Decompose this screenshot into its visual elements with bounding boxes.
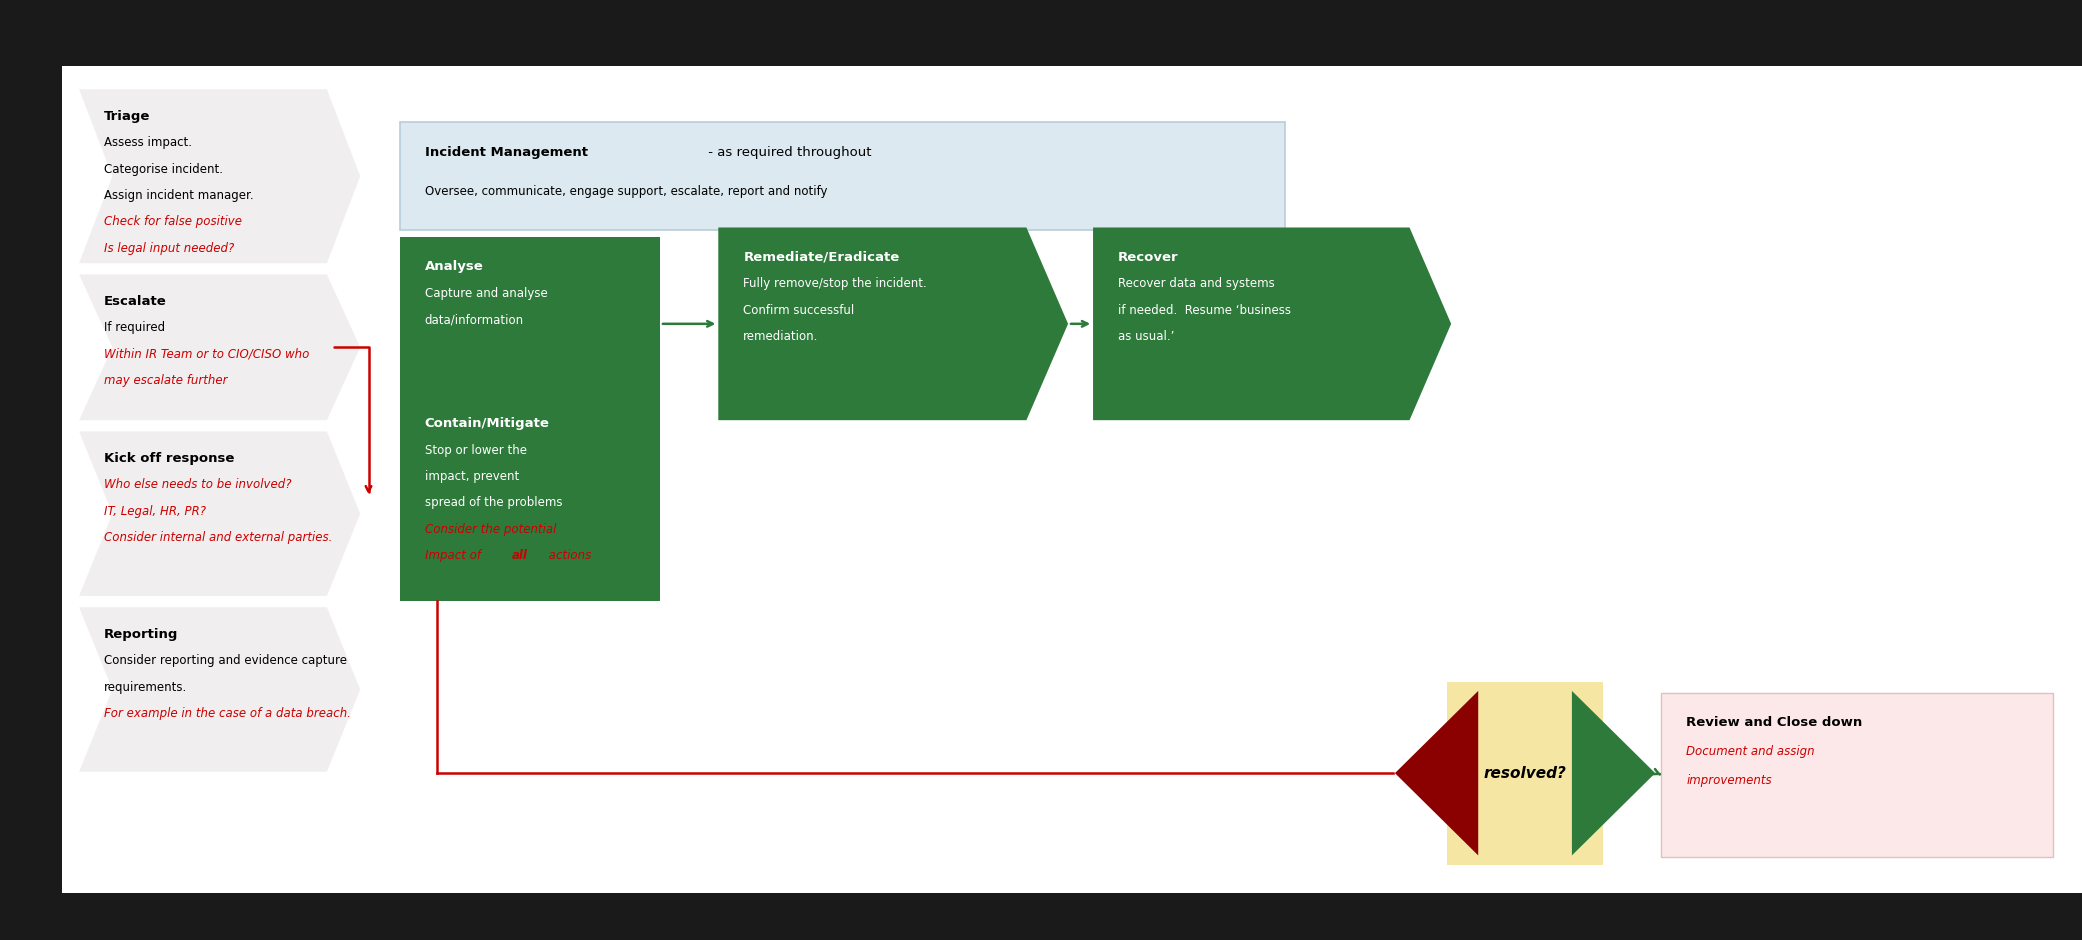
Text: Stop or lower the: Stop or lower the	[425, 444, 527, 457]
Text: Kick off response: Kick off response	[104, 452, 235, 465]
Text: Within IR Team or to CIO/CISO who: Within IR Team or to CIO/CISO who	[104, 348, 310, 361]
Text: If required: If required	[104, 321, 164, 335]
Polygon shape	[79, 89, 360, 263]
Text: may escalate further: may escalate further	[104, 374, 227, 387]
Text: Who else needs to be involved?: Who else needs to be involved?	[104, 478, 291, 492]
Text: Consider reporting and evidence capture: Consider reporting and evidence capture	[104, 654, 348, 667]
Text: Document and assign: Document and assign	[1686, 745, 1816, 759]
Text: remediation.: remediation.	[743, 330, 818, 343]
Text: resolved?: resolved?	[1484, 766, 1566, 780]
Text: Contain/Mitigate: Contain/Mitigate	[425, 417, 550, 431]
Text: Consider internal and external parties.: Consider internal and external parties.	[104, 531, 333, 544]
Text: Consider the potential: Consider the potential	[425, 523, 556, 536]
Text: requirements.: requirements.	[104, 681, 187, 694]
Text: - as required throughout: - as required throughout	[704, 146, 870, 159]
Text: Impact of: Impact of	[425, 549, 485, 562]
Text: all: all	[512, 549, 529, 562]
Text: For example in the case of a data breach.: For example in the case of a data breach…	[104, 707, 352, 720]
Text: data/information: data/information	[425, 313, 525, 326]
Text: Oversee, communicate, engage support, escalate, report and notify: Oversee, communicate, engage support, es…	[425, 185, 827, 198]
Text: Assign incident manager.: Assign incident manager.	[104, 189, 254, 202]
Text: as usual.’: as usual.’	[1118, 330, 1174, 343]
Bar	[62, 66, 2082, 893]
Text: actions: actions	[545, 549, 591, 562]
Text: Confirm successful: Confirm successful	[743, 304, 854, 317]
Text: Review and Close down: Review and Close down	[1686, 716, 1863, 729]
Bar	[400, 237, 660, 401]
Polygon shape	[1093, 227, 1451, 420]
Text: Escalate: Escalate	[104, 295, 167, 308]
Text: Assess impact.: Assess impact.	[104, 136, 192, 149]
Polygon shape	[1395, 691, 1478, 855]
Text: IT, Legal, HR, PR?: IT, Legal, HR, PR?	[104, 505, 206, 518]
Text: spread of the problems: spread of the problems	[425, 496, 562, 509]
Text: Recover: Recover	[1118, 251, 1178, 264]
Text: Recover data and systems: Recover data and systems	[1118, 277, 1274, 290]
Polygon shape	[718, 227, 1068, 420]
Polygon shape	[79, 431, 360, 596]
Text: impact, prevent: impact, prevent	[425, 470, 518, 483]
Text: Capture and analyse: Capture and analyse	[425, 287, 548, 300]
Text: Triage: Triage	[104, 110, 150, 123]
Polygon shape	[79, 607, 360, 772]
Text: Incident Management: Incident Management	[425, 146, 587, 159]
Bar	[1661, 693, 2053, 857]
Text: Categorise incident.: Categorise incident.	[104, 163, 223, 176]
Text: improvements: improvements	[1686, 775, 1772, 787]
Text: Check for false positive: Check for false positive	[104, 215, 242, 228]
Bar	[400, 394, 660, 601]
Polygon shape	[1572, 691, 1655, 855]
Text: Is legal input needed?: Is legal input needed?	[104, 242, 235, 255]
Text: Fully remove/stop the incident.: Fully remove/stop the incident.	[743, 277, 926, 290]
Bar	[400, 122, 1285, 230]
Bar	[1447, 682, 1603, 865]
Polygon shape	[79, 274, 360, 420]
Text: Reporting: Reporting	[104, 628, 179, 641]
Text: Remediate/Eradicate: Remediate/Eradicate	[743, 251, 899, 264]
Text: Analyse: Analyse	[425, 260, 483, 274]
Text: if needed.  Resume ‘business: if needed. Resume ‘business	[1118, 304, 1291, 317]
